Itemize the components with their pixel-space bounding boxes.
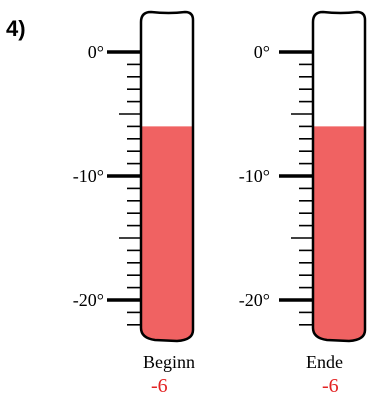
- tick-label-10-ende: -10°: [239, 166, 270, 186]
- problem-number: 4): [6, 16, 26, 41]
- tick-label-20-beginn: -20°: [73, 290, 104, 310]
- tube-ende: [311, 10, 367, 343]
- tick-label-0-ende: 0°: [254, 42, 270, 62]
- caption-beginn: Beginn: [143, 352, 195, 372]
- tick-label-0-beginn: 0°: [88, 42, 104, 62]
- scale-ende: [279, 50, 313, 326]
- liquid-beginn: [141, 126, 193, 342]
- tick-label-10-beginn: -10°: [73, 166, 104, 186]
- thermometer-beginn: 0° -10° -20° Beginn -6: [73, 10, 195, 397]
- liquid-ende: [313, 126, 365, 342]
- value-beginn: -6: [151, 375, 168, 397]
- value-ende: -6: [322, 375, 339, 397]
- thermometer-ende: 0° -10° -20° Ende -6: [239, 10, 367, 397]
- scale-beginn: [107, 50, 141, 326]
- tick-label-20-ende: -20°: [239, 290, 270, 310]
- tube-beginn: [139, 10, 195, 343]
- caption-ende: Ende: [306, 352, 343, 372]
